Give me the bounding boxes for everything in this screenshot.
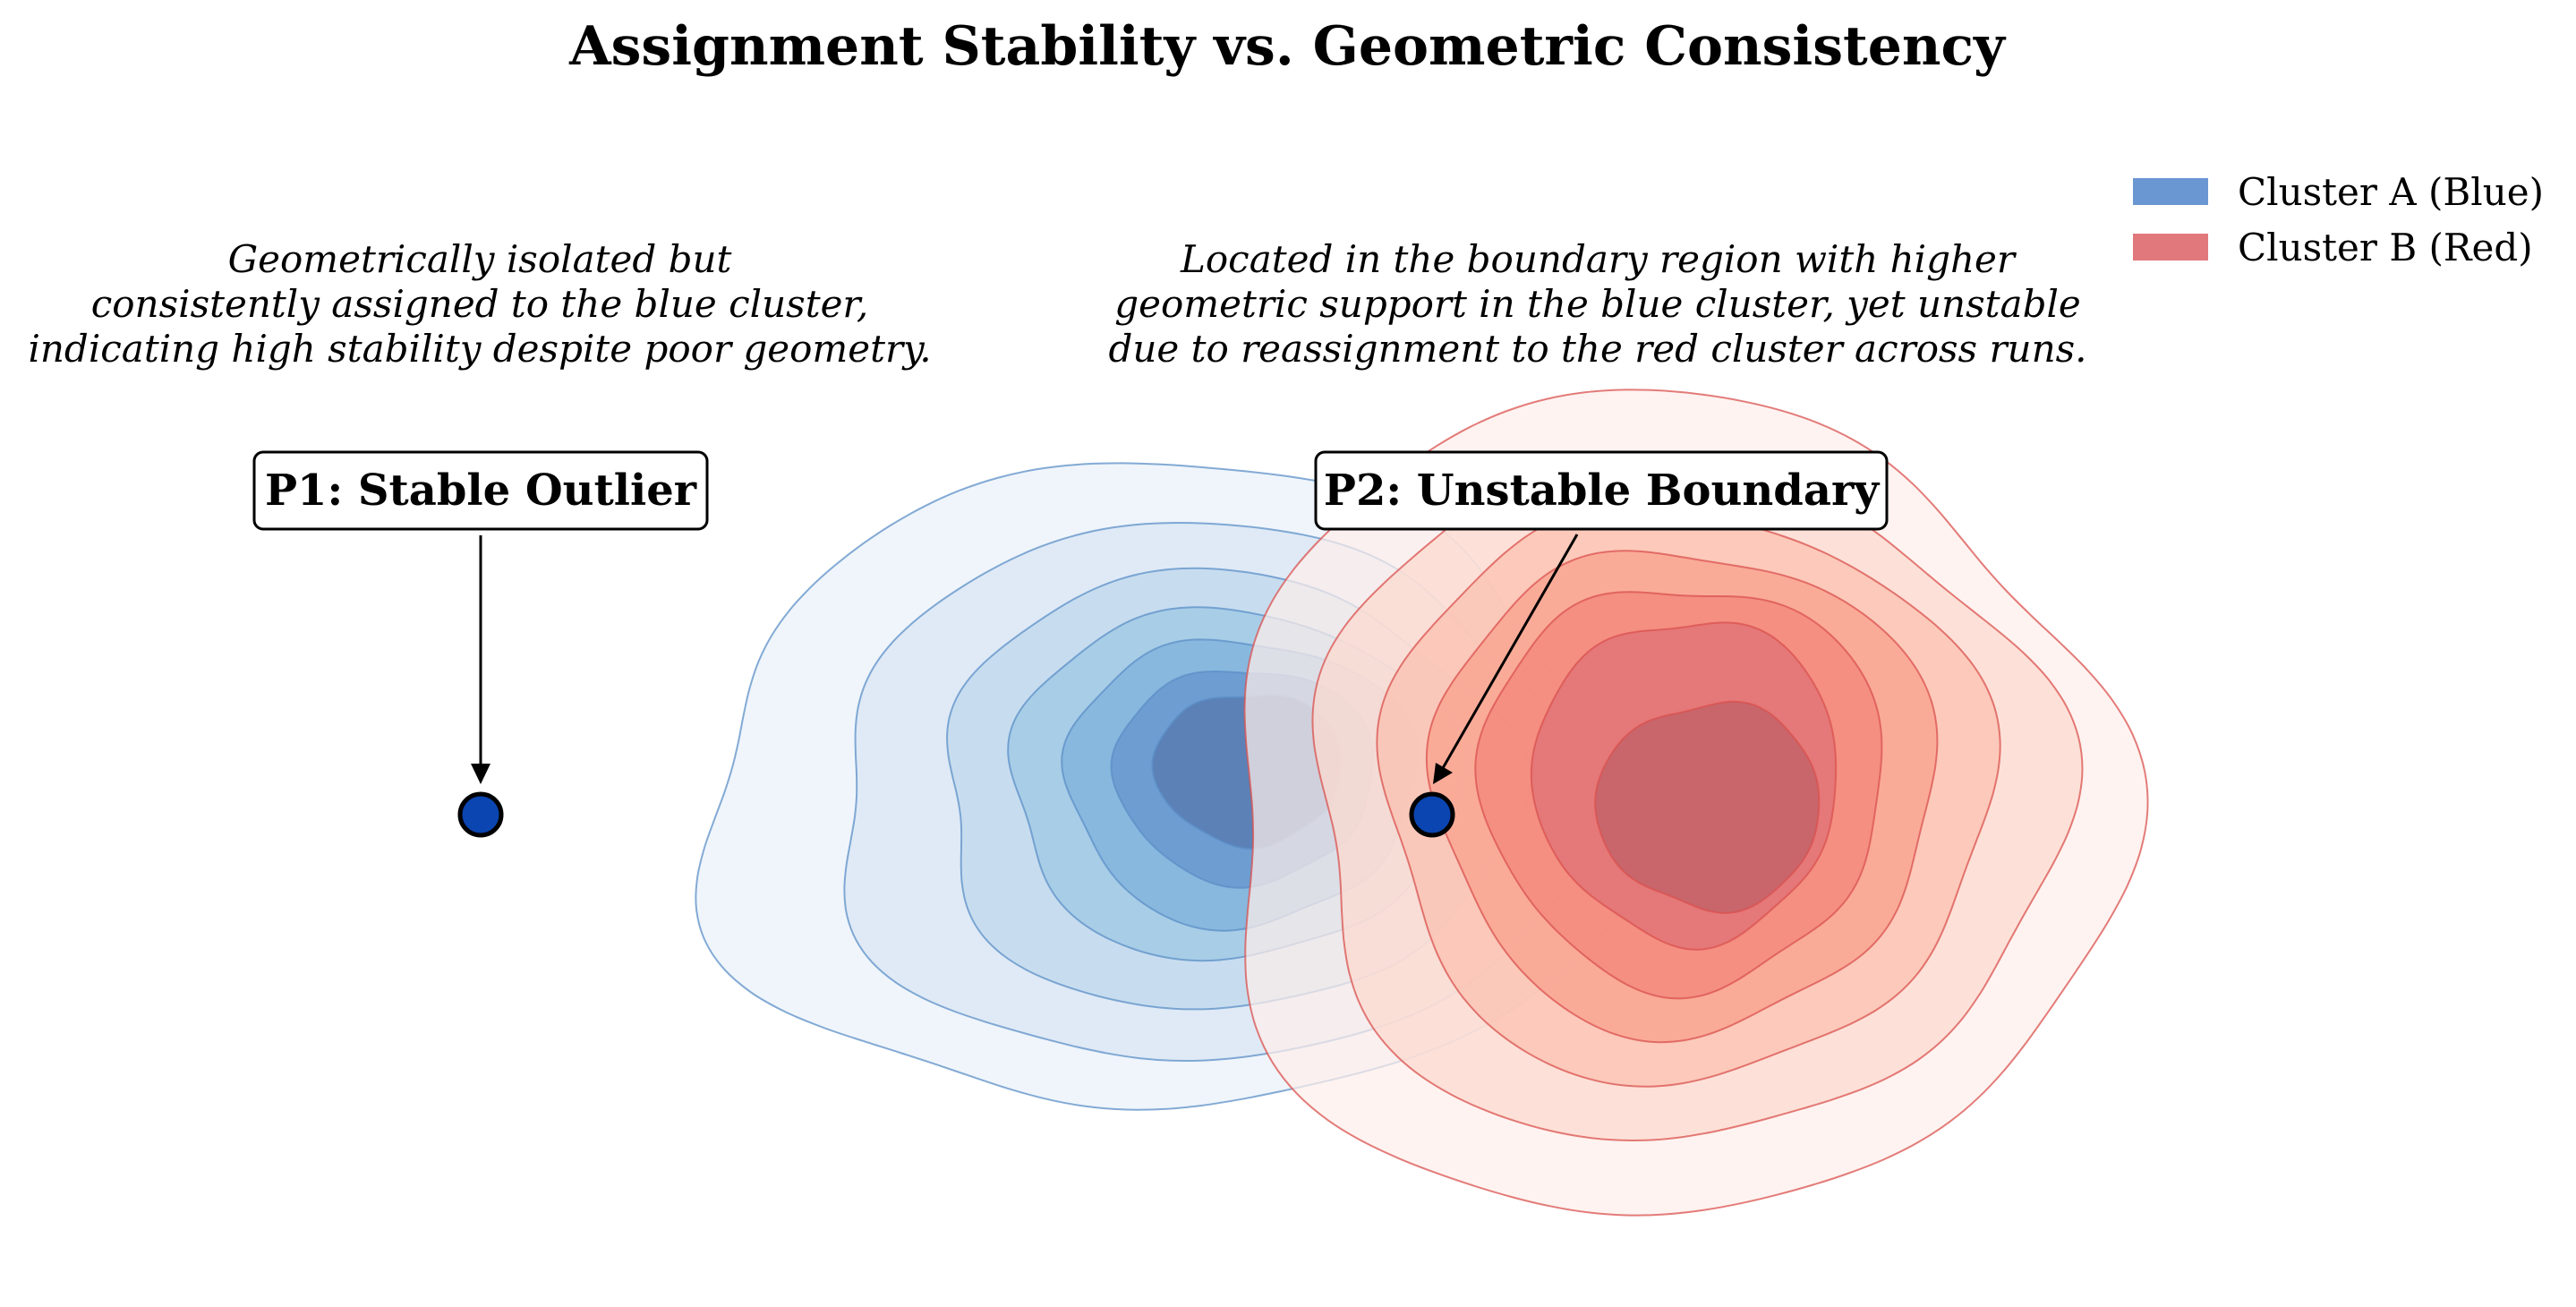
- p1-callout: P1: Stable Outlier: [252, 450, 709, 784]
- p2-callout: P2: Unstable Boundary: [1314, 450, 1889, 784]
- p1-description-line-3: indicating high stability despite poor g…: [28, 327, 931, 371]
- legend-label-cluster-b: Cluster B (Red): [2238, 226, 2533, 269]
- cluster-b-density-contours: [1243, 389, 2149, 1217]
- p2-description-line-3: due to reassignment to the red cluster a…: [1108, 327, 2086, 371]
- p2-arrow-head: [1433, 763, 1453, 784]
- p2-description: Located in the boundary region with high…: [1108, 237, 2086, 371]
- legend-swatch-cluster-b: [2133, 234, 2208, 261]
- p1-description: Geometrically isolated but consistently …: [28, 237, 931, 371]
- legend-swatch-cluster-a: [2133, 178, 2208, 205]
- p1-description-line-2: consistently assigned to the blue cluste…: [91, 282, 869, 326]
- p2-description-line-1: Located in the boundary region with high…: [1180, 237, 2017, 281]
- legend-label-cluster-a: Cluster A (Blue): [2238, 170, 2544, 214]
- p2-description-line-2: geometric support in the blue cluster, y…: [1114, 282, 2081, 326]
- p1-point: [457, 791, 504, 838]
- p2-label: P2: Unstable Boundary: [1324, 466, 1881, 516]
- legend: Cluster A (Blue) Cluster B (Red): [2133, 170, 2544, 269]
- figure-title: Assignment Stability vs. Geometric Consi…: [568, 15, 2007, 78]
- cluster-b-contour-level-7: [1594, 700, 1821, 914]
- p1-label: P1: Stable Outlier: [265, 466, 697, 516]
- p1-description-line-1: Geometrically isolated but: [228, 237, 732, 281]
- p1-label-box: [252, 450, 709, 531]
- p2-point: [1409, 791, 1455, 838]
- p2-arrow-shaft: [1441, 534, 1579, 769]
- p1-arrow-head: [471, 764, 490, 784]
- p2-label-box: [1314, 450, 1889, 531]
